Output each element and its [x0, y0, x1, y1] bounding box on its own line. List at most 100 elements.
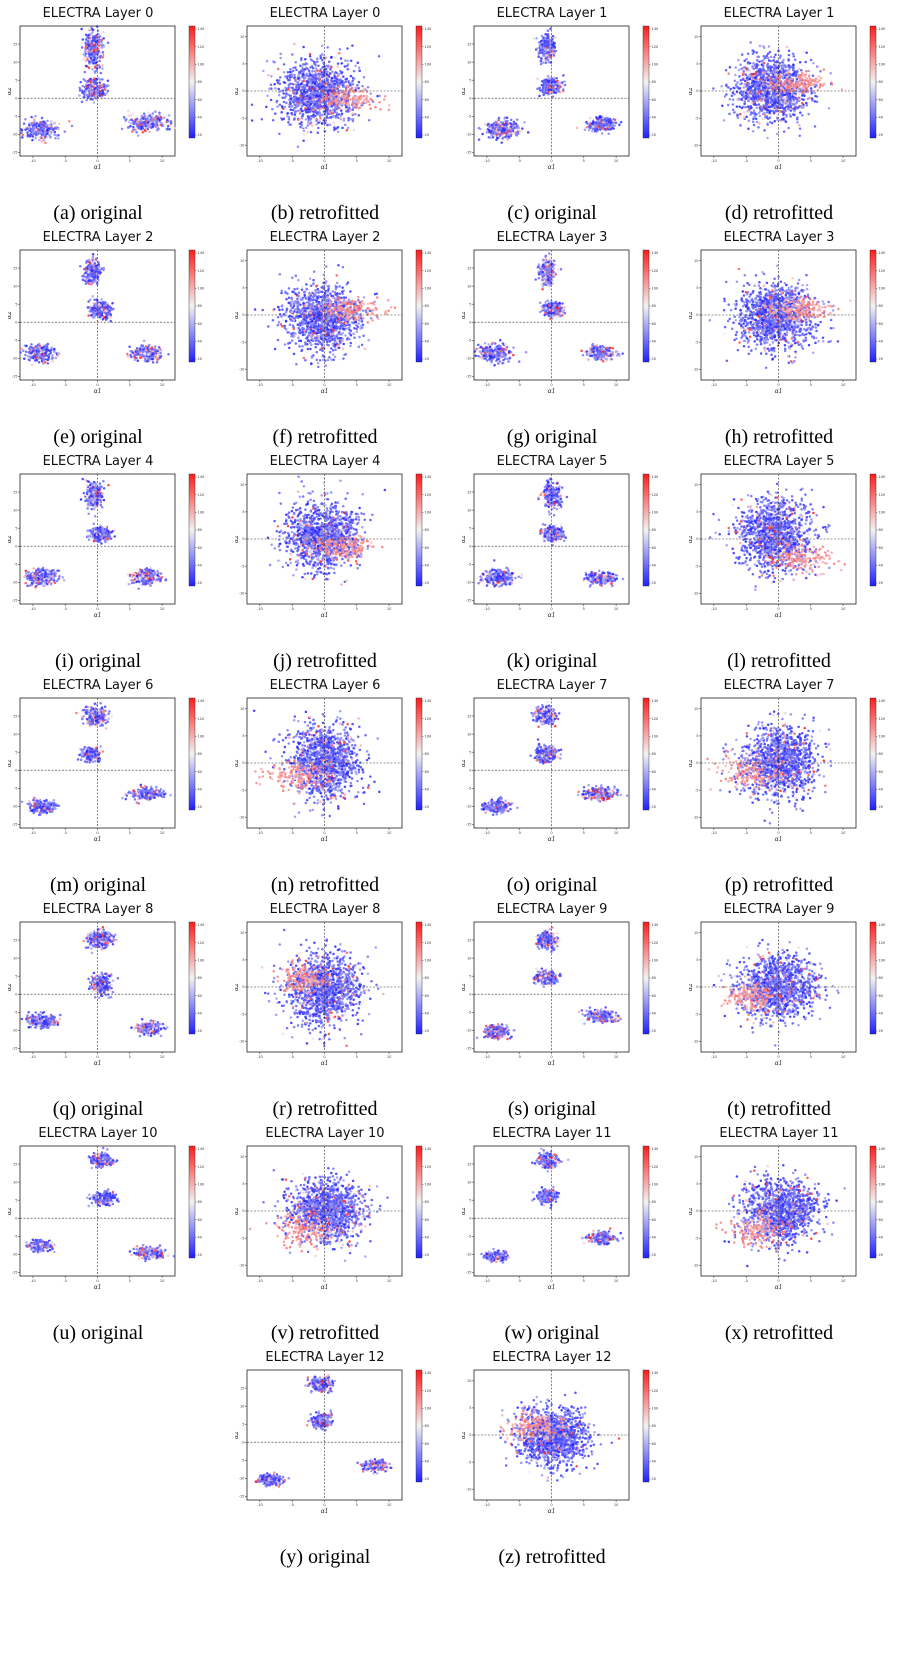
point [541, 90, 544, 94]
point [519, 130, 522, 133]
point [740, 90, 743, 93]
point [92, 46, 95, 50]
point [99, 84, 102, 87]
point [90, 41, 94, 44]
point [54, 137, 57, 140]
point [789, 109, 793, 112]
point [772, 67, 776, 70]
point [39, 126, 43, 129]
point [148, 130, 152, 134]
point [147, 112, 150, 115]
point [57, 127, 60, 131]
point [500, 130, 504, 133]
point [87, 43, 90, 46]
point [803, 65, 806, 68]
point [84, 33, 88, 37]
point [365, 99, 368, 103]
point [747, 127, 750, 131]
point [614, 121, 618, 124]
point [552, 54, 556, 57]
point [299, 110, 302, 114]
point [95, 25, 99, 28]
point [741, 78, 745, 81]
point [756, 84, 760, 87]
point [553, 90, 556, 94]
point [309, 74, 312, 77]
point [378, 94, 381, 98]
point [103, 84, 106, 87]
point [48, 131, 52, 134]
point [762, 68, 765, 72]
point [513, 131, 516, 134]
point [101, 50, 105, 54]
point [46, 119, 49, 123]
point [93, 91, 96, 95]
point [305, 102, 309, 106]
point [619, 120, 623, 124]
point [540, 56, 543, 60]
point [770, 113, 773, 117]
point [787, 49, 791, 52]
point [283, 75, 287, 78]
point [549, 27, 552, 30]
point [161, 123, 164, 127]
point [145, 119, 148, 123]
point [561, 83, 564, 87]
colorbar-tick-label: 100 [652, 63, 659, 67]
point [273, 60, 276, 64]
point [526, 131, 530, 134]
point [756, 91, 760, 95]
point [309, 130, 313, 134]
point [763, 129, 766, 132]
point [310, 83, 314, 86]
point [340, 112, 344, 115]
point [747, 82, 751, 86]
point [351, 102, 354, 106]
point [336, 62, 340, 65]
x-tick-label: 5 [583, 159, 585, 163]
point [63, 130, 67, 133]
point [271, 107, 274, 111]
point [809, 58, 813, 62]
point [137, 126, 140, 130]
point [337, 78, 340, 82]
point [546, 29, 550, 33]
point [484, 123, 487, 126]
point [332, 121, 335, 124]
point [511, 124, 515, 128]
point [742, 69, 745, 73]
point [93, 77, 96, 80]
point [306, 130, 310, 134]
point [274, 87, 277, 90]
point [286, 115, 289, 118]
point [351, 108, 354, 112]
point [313, 110, 316, 114]
point [316, 60, 319, 63]
point [38, 138, 42, 142]
point [288, 95, 292, 98]
point [319, 80, 323, 83]
point [101, 88, 104, 92]
point [293, 76, 297, 79]
point [347, 118, 350, 122]
point [344, 59, 347, 62]
point [815, 100, 819, 104]
point [354, 64, 357, 67]
point [336, 83, 339, 86]
point [789, 105, 792, 109]
point [308, 55, 312, 58]
point [543, 92, 546, 95]
colorbar-tick-label: 80 [425, 80, 429, 84]
point [807, 112, 810, 116]
point [712, 87, 715, 90]
colorbar-tick-label: 100 [198, 63, 205, 67]
point [339, 70, 342, 73]
point [503, 117, 506, 120]
point [135, 115, 138, 119]
point [288, 82, 291, 86]
point [349, 83, 352, 87]
point [727, 86, 730, 89]
point [305, 62, 308, 66]
point [265, 105, 268, 109]
point [757, 87, 760, 90]
